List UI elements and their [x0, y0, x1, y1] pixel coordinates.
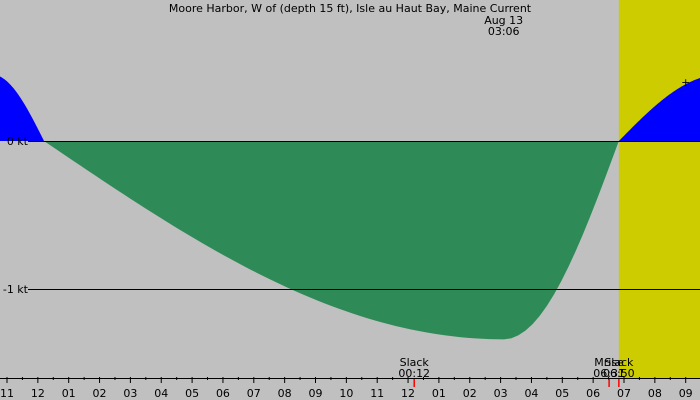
y-tick-label: -1 kt [3, 283, 29, 296]
x-tick-label: 11 [0, 387, 14, 400]
x-tick-label: 04 [154, 387, 168, 400]
axes [0, 141, 700, 387]
x-tick-label: 02 [93, 387, 107, 400]
x-tick-label: 12 [31, 387, 45, 400]
x-tick-label: 11 [370, 387, 384, 400]
x-tick-label: 07 [617, 387, 631, 400]
daylight-band [618, 0, 700, 378]
x-tick-label: 08 [648, 387, 662, 400]
event-time-label: 00:12 [398, 367, 430, 380]
x-tick-label: 12 [401, 387, 415, 400]
peak-date-label: Aug 13 [484, 14, 523, 27]
x-tick-label: 03 [494, 387, 508, 400]
event-name-label: Slack [604, 356, 634, 369]
x-tick-label: 01 [62, 387, 76, 400]
x-tick-label: 05 [185, 387, 199, 400]
event-time-label: 06:31 [593, 367, 625, 380]
x-tick-label: 08 [278, 387, 292, 400]
y-tick-label: 0 kt [7, 135, 29, 148]
x-tick-label: 02 [463, 387, 477, 400]
chart-title: Moore Harbor, W of (depth 15 ft), Isle a… [169, 2, 532, 15]
x-tick-label: 10 [339, 387, 353, 400]
x-tick-label: 09 [309, 387, 323, 400]
event-name-label: Slack [400, 356, 430, 369]
x-tick-label: 07 [247, 387, 261, 400]
x-tick-label: 06 [586, 387, 600, 400]
x-tick-label: 05 [555, 387, 569, 400]
x-tick-label: 06 [216, 387, 230, 400]
flood-lobe [618, 78, 700, 141]
peak-time-label: 03:06 [488, 25, 520, 38]
x-tick-label: 04 [524, 387, 538, 400]
x-tick-label: 03 [123, 387, 137, 400]
event-time-label: 06:50 [603, 367, 635, 380]
event-name-label: Mrise [594, 356, 624, 369]
x-tick-label: 01 [432, 387, 446, 400]
current-time-marker: + [681, 76, 690, 89]
flood-lobe [0, 76, 45, 141]
x-tick-label: 09 [679, 387, 693, 400]
